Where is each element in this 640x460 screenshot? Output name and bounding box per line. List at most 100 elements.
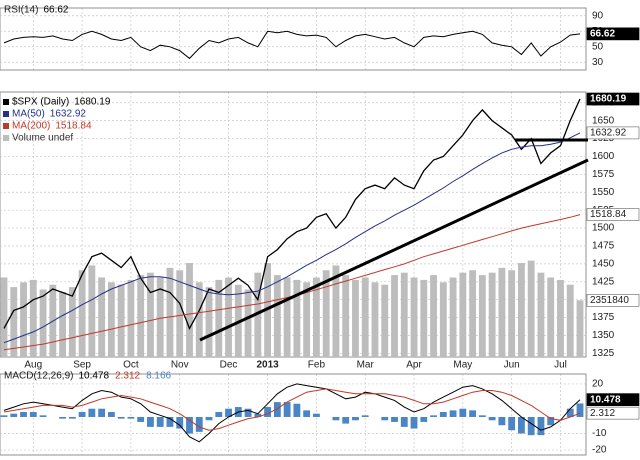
legend-value: 1518.84 (55, 121, 92, 132)
y-tick-label: -20 (592, 445, 607, 456)
bar (283, 402, 291, 417)
y-tick-label: 1450 (592, 259, 615, 270)
bar (127, 279, 135, 357)
bar (107, 412, 115, 417)
y-tick-label: 1425 (592, 276, 615, 287)
bar (78, 270, 86, 357)
plot-layer: Aug Sep Oct Nov Dec 2013 Feb Mar Apr May Jun Jul 30 5… (0, 5, 640, 456)
bar (439, 412, 447, 417)
value-tag-box (586, 27, 640, 41)
y-tick-label: 50 (592, 41, 604, 52)
bar (469, 410, 477, 417)
value-tag-box (586, 406, 640, 420)
bar (215, 279, 223, 357)
x-tick-label: Aug (24, 360, 42, 371)
series-line (3, 132, 581, 344)
y-tick-label: -10 (592, 428, 607, 439)
bar (127, 416, 135, 419)
y-tick-label: 1325 (592, 348, 615, 359)
bar (557, 279, 564, 357)
bar (488, 416, 496, 421)
bar (186, 416, 193, 434)
bar (20, 282, 27, 357)
bar (59, 416, 66, 419)
x-tick-label: Apr (406, 360, 422, 371)
bar (59, 291, 66, 357)
series-line (3, 383, 581, 443)
bar (254, 413, 262, 417)
bar (98, 277, 106, 357)
x-tick-label: 2013 (256, 360, 279, 371)
value-tag: 2351840 (590, 295, 629, 306)
bar (137, 275, 145, 357)
bar (430, 275, 437, 357)
bar (176, 270, 184, 357)
panel-frame (0, 373, 587, 456)
bar (10, 287, 18, 357)
legend-name: MA(50) (12, 109, 45, 120)
bar (430, 415, 437, 417)
bar (303, 282, 311, 357)
legend-swatch (3, 99, 9, 105)
legend-name: Volume undef (12, 133, 73, 144)
bar (352, 279, 359, 357)
bar (352, 416, 359, 421)
bar (20, 412, 27, 417)
legend-swatch (3, 135, 9, 141)
bar (547, 277, 555, 357)
bar (547, 416, 555, 426)
bar (88, 265, 96, 357)
x-tick-label: Sep (73, 360, 91, 371)
bar (371, 282, 379, 357)
bar (303, 410, 311, 417)
bar (254, 272, 262, 357)
panel-frame (0, 7, 587, 71)
bar (342, 416, 350, 424)
trend-line (199, 158, 589, 342)
legend-swatch (3, 111, 9, 117)
bar (449, 410, 457, 417)
bar (293, 279, 301, 357)
bar (400, 416, 408, 427)
series-line (3, 388, 581, 431)
bar (566, 408, 574, 417)
bar (68, 287, 76, 357)
bar (205, 416, 213, 421)
value-tag-box (586, 126, 640, 140)
bar (147, 416, 154, 427)
series-line (3, 30, 581, 60)
bar (498, 267, 506, 357)
bar (186, 263, 193, 357)
bar (166, 416, 174, 427)
bar (166, 267, 174, 357)
bar (0, 415, 8, 417)
y-tick-label: 1650 (592, 115, 615, 126)
bar (381, 416, 389, 421)
bar (322, 270, 330, 357)
value-tag: 1632.92 (590, 128, 627, 139)
y-tick-label: 1550 (592, 187, 615, 198)
bar (527, 416, 535, 436)
bar (244, 289, 252, 357)
bar (68, 416, 76, 419)
legend-value: 10.478 (78, 371, 109, 382)
bar (391, 275, 398, 357)
bar (0, 277, 8, 357)
value-tag-box (586, 208, 640, 221)
bar (342, 275, 350, 357)
bar (273, 275, 281, 357)
x-tick-label: Dec (220, 360, 238, 371)
bar (225, 277, 232, 357)
bar (420, 416, 428, 422)
bar (361, 415, 369, 417)
series-line (3, 98, 581, 330)
bar (10, 413, 18, 417)
bar (508, 416, 516, 431)
bar (410, 416, 418, 429)
y-tick-label: 1575 (592, 169, 615, 180)
x-tick-label: Mar (357, 360, 375, 371)
bar (225, 408, 232, 417)
bar (391, 416, 398, 422)
legend-value: 8.166 (146, 371, 171, 382)
legend-swatch (3, 123, 9, 129)
